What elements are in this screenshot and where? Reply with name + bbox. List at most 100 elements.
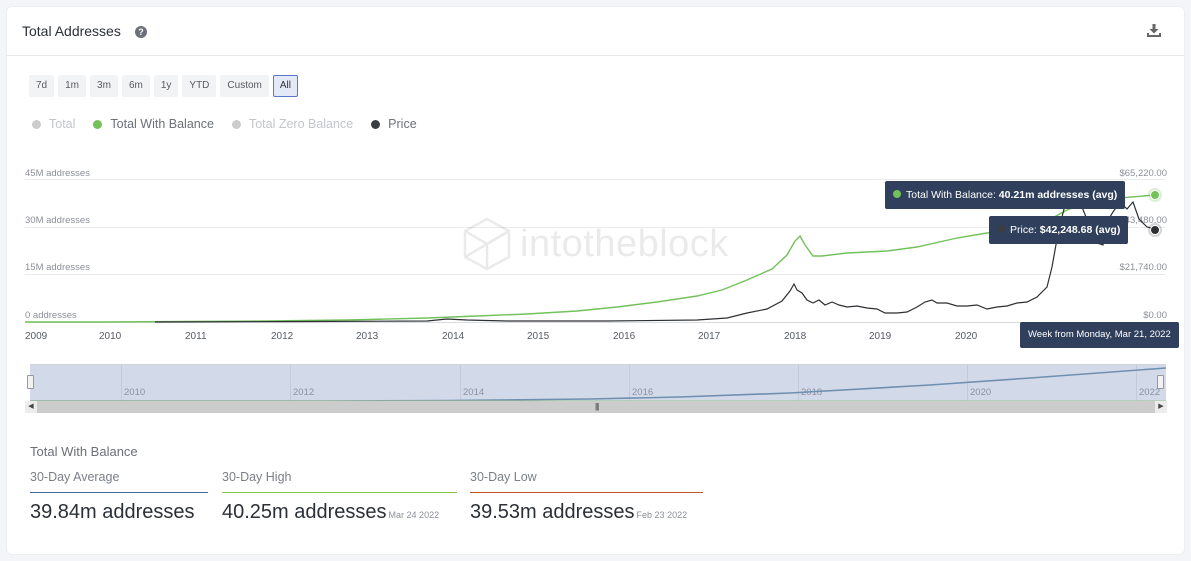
legend-dot-icon <box>93 119 103 129</box>
stat-value-text: 39.53m addresses <box>470 501 635 523</box>
navigator-label: 2014 <box>463 387 485 398</box>
series-dot-icon <box>997 225 1005 233</box>
stat-divider <box>30 492 208 493</box>
time-range-selector: 7d 1m 3m 6m 1y YTD Custom All <box>29 75 298 97</box>
stats-title: Total With Balance <box>30 444 138 459</box>
gridline <box>25 274 1165 275</box>
stat-value: 39.84m addresses <box>30 501 208 524</box>
legend-item-total-with-balance[interactable]: Total With Balance <box>93 117 214 131</box>
x-axis-tick: 2017 <box>698 331 721 342</box>
stat-label: 30-Day High <box>222 470 292 484</box>
y-axis-right-tick: $65,220.00 <box>1119 168 1167 179</box>
range-all-button[interactable]: All <box>272 75 298 97</box>
legend-dot-icon <box>231 119 241 129</box>
navigator-gridline <box>798 365 799 402</box>
y-axis-left-tick: 45M addresses <box>25 168 90 179</box>
legend-label: Total Zero Balance <box>248 117 354 131</box>
stat-value-text: 40.25m addresses <box>222 501 387 523</box>
stat-divider <box>222 492 457 493</box>
question-circle-icon[interactable]: ? <box>135 26 147 38</box>
y-axis-right-tick: $21,740.00 <box>1119 262 1167 273</box>
navigator-left-handle[interactable] <box>27 375 34 389</box>
y-axis-right-tick: $0.00 <box>1143 310 1167 321</box>
stat-label: 30-Day Average <box>30 470 120 484</box>
range-ytd-button[interactable]: YTD <box>182 75 217 97</box>
download-icon[interactable] <box>1146 23 1162 39</box>
stat-divider <box>470 492 703 493</box>
legend-item-total[interactable]: Total <box>32 117 75 131</box>
range-6m-button[interactable]: 6m <box>121 75 150 97</box>
y-axis-right-tick: $43,480.00 <box>1119 215 1167 226</box>
scroll-left-arrow-icon[interactable]: ◀ <box>25 401 37 413</box>
navigator-gridline <box>121 365 122 402</box>
navigator-gridline <box>629 365 630 402</box>
x-axis-tick: 2010 <box>99 331 122 342</box>
y-axis-left-tick: 0 addresses <box>25 310 77 321</box>
stat-date: Mar 24 2022 <box>388 510 440 520</box>
tooltip-value: $42,248.68 (avg) <box>1039 224 1121 236</box>
gridline <box>25 322 1165 323</box>
legend-label: Total With Balance <box>110 117 214 131</box>
intotheblock-logo-icon <box>463 217 511 271</box>
range-7d-button[interactable]: 7d <box>29 75 55 97</box>
gridline <box>25 179 1165 180</box>
stat-value-text: 39.84m addresses <box>30 501 195 523</box>
card-header: Total Addresses ? <box>7 7 1184 56</box>
x-axis-tick: 2020 <box>955 331 978 342</box>
legend-label: Total <box>49 117 76 131</box>
navigator-right-handle[interactable] <box>1157 375 1164 389</box>
tooltip-label: Total With Balance: <box>906 189 999 201</box>
stat-30-day-low: 30-Day Low 39.53m addresses Feb 23 2022 <box>470 470 703 524</box>
chart-legend: Total Total With Balance Total Zero Bala… <box>32 117 417 131</box>
stat-date: Feb 23 2022 <box>636 510 688 520</box>
stat-value: 40.25m addresses Mar 24 2022 <box>222 501 457 524</box>
navigator-gridline <box>967 365 968 402</box>
navigator-label: 2020 <box>970 387 992 398</box>
navigator-gridline <box>1136 365 1137 402</box>
x-axis-tick: 2013 <box>356 331 379 342</box>
legend-dot-icon <box>371 119 381 129</box>
tooltip-total-with-balance: Total With Balance: 40.21m addresses (av… <box>885 181 1126 209</box>
x-axis-tick: 2018 <box>784 331 807 342</box>
x-axis-tick: 2016 <box>613 331 636 342</box>
navigator-gridline <box>460 365 461 402</box>
x-axis-tick: 2012 <box>271 331 294 342</box>
tooltip-date: Week from Monday, Mar 21, 2022 <box>1020 322 1179 348</box>
navigator-label: 2010 <box>124 387 146 398</box>
y-axis-left-tick: 15M addresses <box>25 262 90 273</box>
scrollbar-grip-icon[interactable]: ||| <box>595 402 599 411</box>
navigator-scrollbar[interactable]: ◀ ||| ▶ <box>25 401 1167 413</box>
navigator-label: 2022 <box>1139 387 1161 398</box>
navigator-label: 2016 <box>632 387 654 398</box>
range-1y-button[interactable]: 1y <box>153 75 179 97</box>
watermark: intotheblock <box>462 217 729 271</box>
gridline <box>25 227 1165 228</box>
legend-dot-icon <box>32 119 41 129</box>
range-navigator[interactable]: 2010 2012 2014 2016 2018 2020 2022 <box>27 364 1166 402</box>
x-axis-tick: 2011 <box>185 331 207 342</box>
navigator-gridline <box>290 365 291 402</box>
range-3m-button[interactable]: 3m <box>90 75 118 97</box>
stat-value: 39.53m addresses Feb 23 2022 <box>470 501 703 524</box>
navigator-label: 2012 <box>293 387 315 398</box>
navigator-series <box>30 367 1166 402</box>
tooltip-label: Price: <box>1010 224 1040 236</box>
x-axis-tick: 2014 <box>442 331 465 342</box>
watermark-text: intotheblock <box>520 222 729 265</box>
legend-item-total-zero-balance[interactable]: Total Zero Balance <box>231 117 354 131</box>
range-custom-button[interactable]: Custom <box>220 75 269 97</box>
x-axis-tick: 2009 <box>25 331 48 342</box>
series-total-with-balance <box>25 194 1156 323</box>
x-axis-tick: 2019 <box>869 331 892 342</box>
tooltip-value: 40.21m addresses (avg) <box>998 189 1118 201</box>
scroll-right-arrow-icon[interactable]: ▶ <box>1155 401 1167 413</box>
stat-label: 30-Day Low <box>470 470 537 484</box>
x-axis-tick: 2015 <box>527 331 550 342</box>
legend-item-price[interactable]: Price <box>371 117 417 131</box>
stat-30-day-high: 30-Day High 40.25m addresses Mar 24 2022 <box>222 470 457 524</box>
range-1m-button[interactable]: 1m <box>58 75 87 97</box>
stat-30-day-average: 30-Day Average 39.84m addresses <box>30 470 208 524</box>
series-dot-icon <box>893 190 901 198</box>
total-addresses-card: Total Addresses ? 7d 1m 3m 6m 1y YTD Cus… <box>6 6 1185 555</box>
chart-lines <box>25 188 1162 323</box>
